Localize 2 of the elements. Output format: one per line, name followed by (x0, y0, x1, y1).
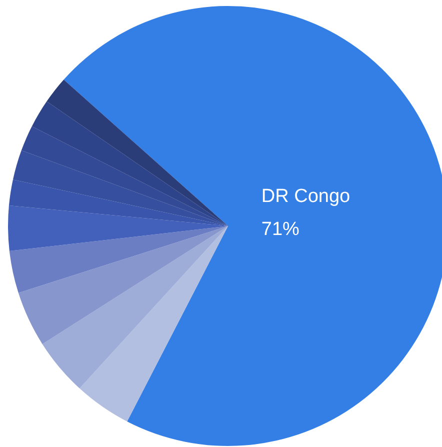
slice-label: DR Congo (261, 186, 350, 208)
data-label: 71% (261, 219, 300, 240)
